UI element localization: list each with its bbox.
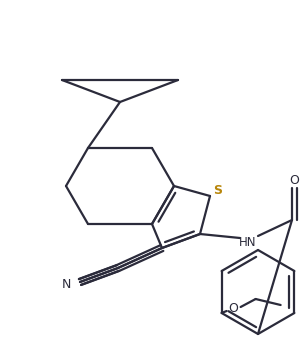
Text: HN: HN [239,236,257,248]
Text: O: O [229,302,239,316]
Text: N: N [61,279,71,291]
Text: O: O [289,173,299,186]
Text: S: S [213,183,222,197]
